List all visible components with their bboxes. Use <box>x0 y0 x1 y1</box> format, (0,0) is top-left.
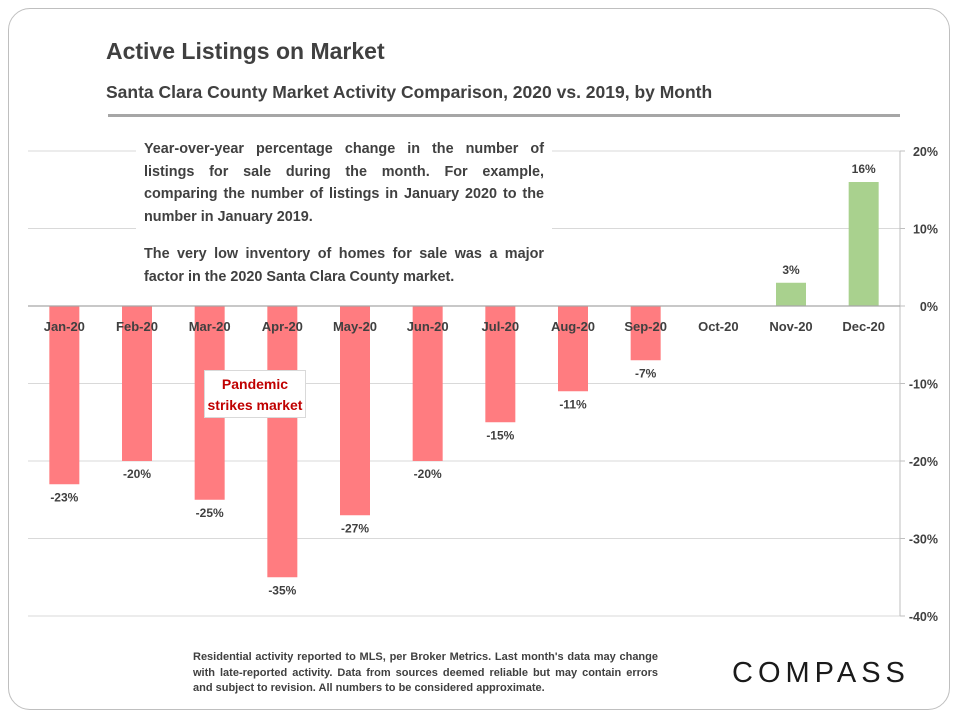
bar <box>485 306 516 423</box>
x-tick-label: Aug-20 <box>551 319 595 334</box>
bar <box>122 306 152 461</box>
data-label: -25% <box>196 506 224 520</box>
data-label: -27% <box>341 521 369 535</box>
footer-disclaimer: Residential activity reported to MLS, pe… <box>193 651 658 694</box>
chart-subtitle: Santa Clara County Market Activity Compa… <box>106 82 713 102</box>
data-label: -11% <box>559 397 587 411</box>
chart-title: Active Listings on Market <box>106 38 385 64</box>
y-tick-label: -30% <box>909 533 938 547</box>
data-label: -20% <box>123 467 151 481</box>
data-label: -15% <box>486 428 514 442</box>
x-tick-label: Jan-20 <box>44 319 85 334</box>
x-tick-label: Jun-20 <box>407 319 449 334</box>
data-label: -20% <box>414 467 442 481</box>
bar <box>558 306 588 392</box>
x-tick-label: Mar-20 <box>189 319 231 334</box>
bar <box>340 306 370 516</box>
y-tick-label: 0% <box>920 300 938 314</box>
y-tick-label: 10% <box>913 223 938 237</box>
x-tick-label: Apr-20 <box>262 319 303 334</box>
slide-frame <box>8 8 950 710</box>
bar <box>267 306 298 578</box>
data-label: 3% <box>782 263 800 277</box>
x-tick-label: Jul-20 <box>482 319 520 334</box>
bar <box>848 182 879 306</box>
y-tick-label: -40% <box>909 610 938 624</box>
y-tick-label: 20% <box>913 145 938 159</box>
x-tick-label: Sep-20 <box>624 319 667 334</box>
x-tick-label: May-20 <box>333 319 377 334</box>
pandemic-callout: Pandemic strikes market <box>204 370 306 418</box>
y-tick-label: -20% <box>909 455 938 469</box>
bar <box>776 282 806 306</box>
note-paragraph-2: The very low inventory of homes for sale… <box>144 246 544 285</box>
title-divider <box>108 114 900 117</box>
data-label: 16% <box>852 162 876 176</box>
bar <box>630 306 661 361</box>
compass-logo: COMPASS <box>732 657 910 689</box>
data-label: -7% <box>635 366 657 380</box>
x-tick-label: Oct-20 <box>698 319 738 334</box>
data-label: -23% <box>50 490 78 504</box>
x-tick-label: Dec-20 <box>842 319 885 334</box>
y-tick-label: -10% <box>909 378 938 392</box>
bar <box>412 306 443 461</box>
bar <box>49 306 80 485</box>
explanation-note: Year-over-year percentage change in the … <box>136 134 552 294</box>
x-tick-label: Nov-20 <box>769 319 812 334</box>
data-label: -35% <box>268 583 296 597</box>
x-tick-label: Feb-20 <box>116 319 158 334</box>
note-paragraph-1: Year-over-year percentage change in the … <box>144 141 544 225</box>
